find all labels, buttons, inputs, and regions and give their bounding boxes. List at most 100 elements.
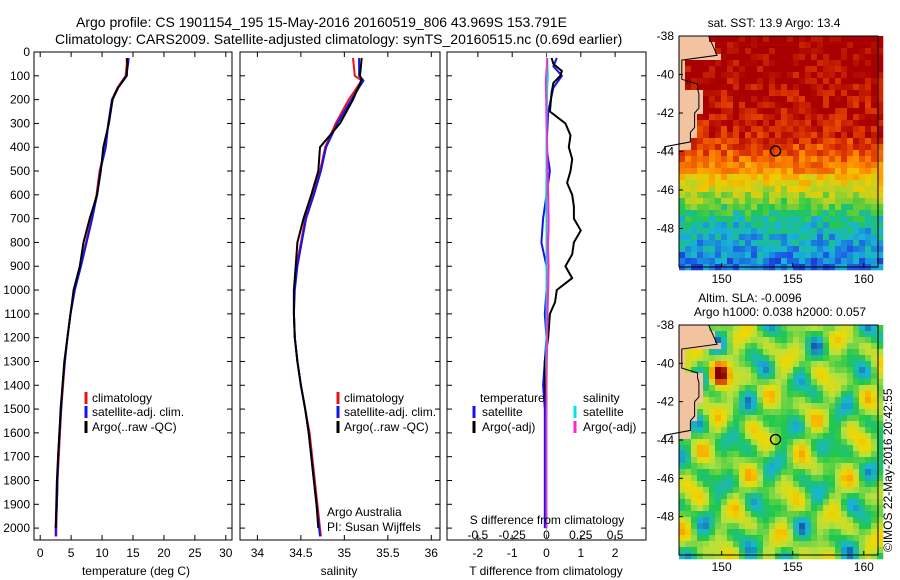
x-tick-label: 0	[543, 546, 550, 560]
x-tick-label: 34.5	[289, 546, 313, 560]
y-tick-label: 1900	[3, 497, 30, 511]
s-diff-tick-label: 0.25	[569, 528, 593, 542]
figure-title-line1: Argo profile: CS 1901154_195 15-May-2016…	[76, 14, 567, 30]
x-tick-label: 20	[157, 546, 171, 560]
figure-title-line2: Climatology: CARS2009. Satellite-adjuste…	[55, 31, 622, 47]
coastline	[664, 324, 718, 440]
y-tick-label: 200	[10, 93, 30, 107]
y-tick-label: 300	[10, 116, 30, 130]
sst-map-title: sat. SST: 13.9 Argo: 13.4	[708, 16, 841, 30]
y-tick-label: 500	[10, 164, 30, 178]
diff-legend-temp-satellite: satellite	[482, 405, 523, 419]
y-tick-label: 100	[10, 69, 30, 83]
sal-legend-argo: Argo(..raw -QC)	[344, 420, 429, 434]
y-tick-label: 1500	[3, 402, 30, 416]
x-tick-label: 150	[712, 560, 732, 574]
x-tick-label: -2	[473, 546, 484, 560]
salinity-profile-panel: 34 34.5 35 35.5 36	[239, 51, 441, 560]
sla-map-title: Altim. SLA: -0.0096	[698, 291, 802, 305]
y-tick-label: 1200	[3, 331, 30, 345]
y-tick-label: -46	[657, 471, 675, 485]
x-tick-label: -1	[507, 546, 518, 560]
s-diff-tick-label: -0.5	[468, 528, 489, 542]
y-tick-label: 700	[10, 212, 30, 226]
x-tick-label: 2	[612, 546, 619, 560]
diff-legend-sal-argo: Argo(-adj)	[583, 420, 636, 434]
y-tick-label: 800	[10, 235, 30, 249]
x-tick-label: 34	[251, 546, 265, 560]
salinity-xlabel: salinity	[321, 564, 358, 578]
y-tick-label: -38	[657, 29, 675, 43]
y-tick-label: 400	[10, 140, 30, 154]
series-line	[54, 57, 129, 529]
y-tick-label: 1400	[3, 378, 30, 392]
y-tick-label: -38	[657, 318, 675, 332]
y-tick-label: 1000	[3, 283, 30, 297]
series-line	[292, 57, 363, 529]
y-tick-label: 0	[23, 45, 30, 59]
x-tick-label: 150	[712, 272, 732, 286]
diff-legend-sal-satellite: satellite	[583, 405, 624, 419]
x-tick-label: 0	[37, 546, 44, 560]
x-tick-label: 10	[95, 546, 109, 560]
sal-legend-climatology: climatology	[344, 391, 404, 405]
x-tick-label: 30	[219, 546, 233, 560]
x-tick-label: 160	[854, 272, 874, 286]
y-tick-label: -42	[657, 395, 675, 409]
s-diff-tick-label: 0.5	[607, 528, 624, 542]
y-tick-label: -48	[657, 510, 675, 524]
sst-map-panel: 150 155 160 -38 -40 -42 -44 -46 -48	[657, 29, 884, 286]
difference-profile-panel: -2 -1 0 1 2-0.5 -0.25 0 0.25 0.5	[446, 51, 647, 560]
x-tick-label: 36	[425, 546, 439, 560]
y-tick-label: -40	[657, 356, 675, 370]
difference-xlabel: T difference from climatology	[469, 564, 623, 578]
diff-legend-sal-title: salinity	[583, 391, 620, 405]
x-tick-label: 35	[338, 546, 352, 560]
temp-legend-climatology: climatology	[92, 391, 152, 405]
map-heatmap-cells	[679, 325, 884, 560]
y-tick-label: 900	[10, 259, 30, 273]
sal-annotation-line2: PI: Susan Wijffels	[327, 520, 421, 534]
y-tick-label: -48	[657, 222, 675, 236]
x-tick-label: 160	[854, 560, 874, 574]
x-tick-label: 5	[68, 546, 75, 560]
y-tick-label: 600	[10, 188, 30, 202]
temp-legend-argo: Argo(..raw -QC)	[92, 420, 177, 434]
y-tick-label: 1800	[3, 473, 30, 487]
plot-frame	[239, 51, 441, 541]
imos-credit: ©IMOS 22-May-2016 20:42:55	[881, 388, 895, 552]
y-tick-label: 1100	[4, 307, 30, 321]
y-tick-label: -44	[657, 433, 675, 447]
y-tick-label: 2000	[3, 521, 30, 535]
plot-frame	[33, 51, 233, 541]
map-heatmap-cells	[679, 36, 884, 271]
sal-annotation-line1: Argo Australia	[327, 505, 402, 519]
y-tick-label: -46	[657, 183, 675, 197]
y-tick-label: 1600	[3, 426, 30, 440]
temp-legend-satellite: satellite-adj. clim.	[92, 405, 184, 419]
coastline	[664, 35, 718, 152]
y-tick-label: 1700	[3, 450, 30, 464]
x-tick-label: 15	[126, 546, 140, 560]
s-diff-tick-label: -0.25	[499, 528, 527, 542]
x-tick-label: 1	[577, 546, 584, 560]
argo-location-marker	[769, 433, 782, 446]
y-tick-label: 1300	[3, 354, 30, 368]
y-tick-label: -42	[657, 106, 675, 120]
diff-legend-temp-title: temperature	[480, 391, 545, 405]
temperature-profile-panel: 0 5 10 15 20 25 300100200300400500600700800900…	[3, 45, 233, 560]
x-tick-label: 155	[783, 560, 803, 574]
sla-map-panel: 150 155 160 -38 -40 -42 -44 -46 -48	[657, 318, 884, 574]
y-tick-label: -44	[657, 145, 675, 159]
y-tick-label: -40	[657, 68, 675, 82]
x-tick-label: 25	[188, 546, 202, 560]
difference-secondary-xlabel: S difference from climatology	[470, 513, 625, 527]
diff-legend-temp-argo: Argo(-adj)	[482, 420, 535, 434]
argo-location-marker	[769, 145, 782, 157]
x-tick-label: 155	[783, 272, 803, 286]
temperature-xlabel: temperature (deg C)	[82, 564, 190, 578]
sal-legend-satellite: satellite-adj. clim.	[344, 405, 436, 419]
x-tick-label: 35.5	[376, 546, 400, 560]
sla-map-subtitle: Argo h1000: 0.038 h2000: 0.057	[694, 305, 866, 319]
